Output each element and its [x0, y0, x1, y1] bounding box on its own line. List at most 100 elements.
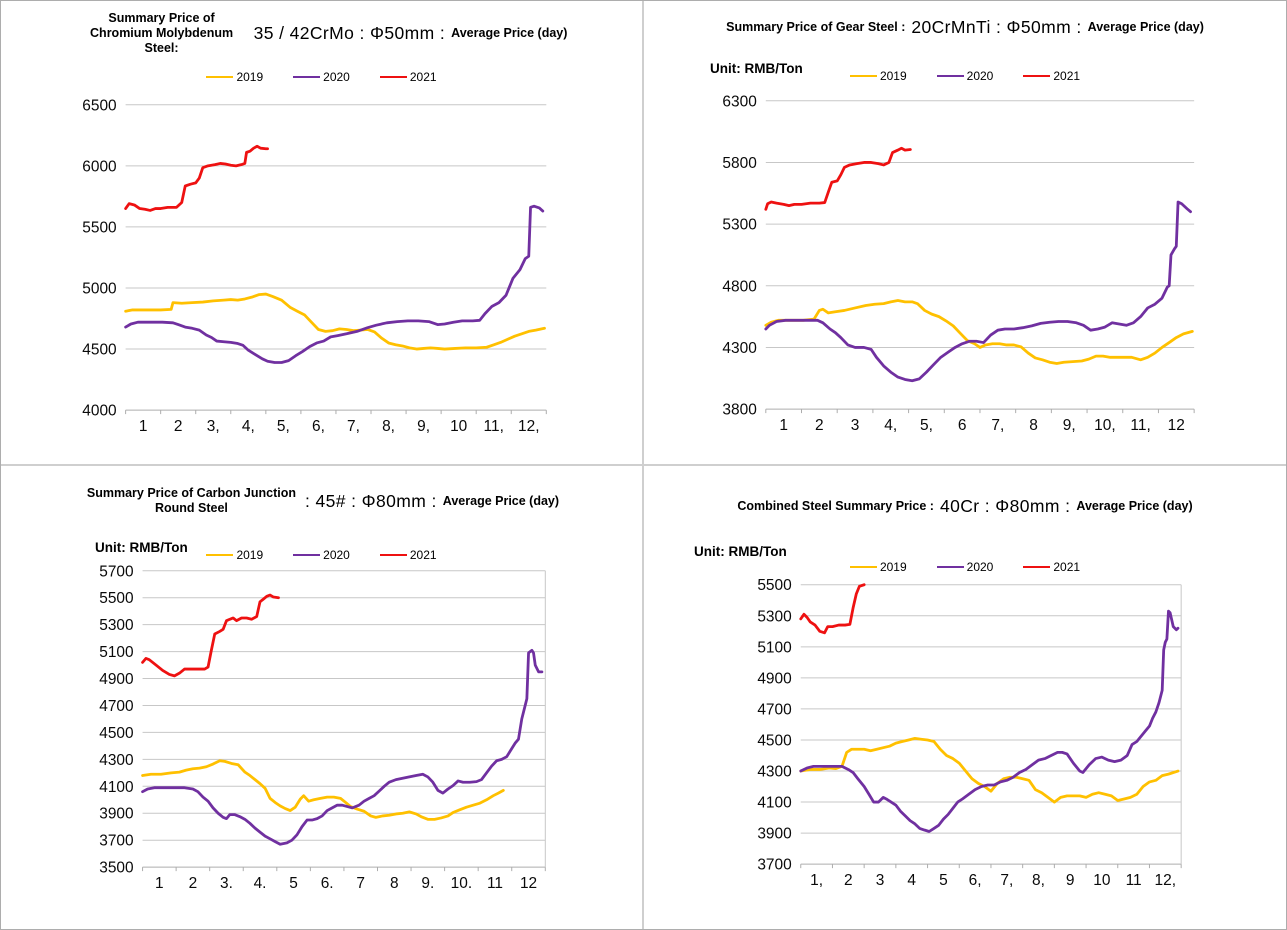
svg-text:1: 1: [139, 418, 148, 435]
svg-text:4.: 4.: [254, 875, 267, 892]
svg-text:3700: 3700: [757, 857, 791, 874]
svg-text:11,: 11,: [1130, 417, 1150, 434]
legend-item-2020: 2020: [936, 560, 993, 574]
legend-item-2021: 2021: [379, 70, 437, 84]
svg-text:4000: 4000: [82, 403, 116, 420]
svg-text:8: 8: [1029, 417, 1038, 434]
svg-text:5100: 5100: [757, 639, 791, 656]
chart-title-suffix: Average Price (day): [1076, 499, 1193, 513]
svg-text:7,: 7,: [347, 418, 360, 435]
chart-legend: 2019 2020 2021: [644, 560, 1286, 574]
legend-item-2020: 2020: [293, 548, 350, 562]
svg-text:4300: 4300: [757, 763, 791, 780]
chart-title-prefix: Combined Steel Summary Price :: [737, 499, 934, 513]
legend-item-2021: 2021: [1023, 560, 1080, 574]
svg-text:3: 3: [851, 417, 860, 434]
legend-swatch-2021: [379, 554, 407, 556]
legend-swatch-2020: [293, 554, 321, 556]
svg-text:2: 2: [815, 417, 824, 434]
svg-text:3.: 3.: [220, 875, 233, 892]
svg-text:5500: 5500: [82, 219, 116, 236]
chart-title-spec: 20CrMnTi : Φ50mm :: [911, 17, 1082, 37]
chart-title: Summary Price of Chromium Molybdenum Ste…: [1, 11, 642, 56]
svg-text:3700: 3700: [99, 833, 133, 850]
svg-text:6.: 6.: [321, 875, 334, 892]
chart-title-prefix: Summary Price of Gear Steel :: [726, 20, 906, 34]
legend-swatch-2019: [849, 75, 877, 77]
chart-title: Summary Price of Gear Steel : 20CrMnTi :…: [644, 17, 1286, 38]
svg-text:3: 3: [876, 872, 885, 889]
chart-legend: 2019 2020 2021: [1, 70, 642, 84]
legend-item-2019: 2019: [849, 560, 907, 574]
svg-text:4,: 4,: [242, 418, 255, 435]
svg-text:2: 2: [189, 875, 198, 892]
svg-text:12: 12: [1168, 417, 1185, 434]
chart-title-suffix: Average Price (day): [442, 493, 560, 508]
chart-title-suffix: Average Price (day): [451, 26, 568, 40]
line-chart-chromium-molybdenum: 6500 6000 5500 5000 4500 4000 1 2 3, 4, 5, 6, 7, 8, 9,…: [82, 97, 547, 435]
unit-label: Unit: RMB/Ton: [710, 61, 803, 76]
svg-text:12,: 12,: [1155, 872, 1177, 889]
svg-text:4300: 4300: [722, 340, 756, 357]
svg-text:5,: 5,: [277, 418, 290, 435]
svg-text:10: 10: [450, 418, 467, 435]
panel-carbon-junction-round-steel: Summary Price of Carbon Junction Round S…: [1, 466, 642, 929]
svg-text:4: 4: [907, 872, 916, 889]
chart-title: Summary Price of Carbon Junction Round S…: [1, 486, 642, 516]
legend-swatch-2019: [206, 76, 234, 78]
unit-label: Unit: RMB/Ton: [694, 544, 787, 559]
svg-text:4900: 4900: [99, 671, 133, 688]
svg-text:4100: 4100: [99, 779, 133, 796]
svg-text:8: 8: [390, 875, 399, 892]
svg-text:4500: 4500: [82, 342, 116, 359]
line-chart-combined-steel: 5500 5300 5100 4900 4700 4500 4300 4100 3900 3700…: [757, 577, 1182, 889]
svg-text:5100: 5100: [99, 644, 133, 661]
svg-text:6500: 6500: [82, 97, 116, 114]
legend-swatch-2021: [379, 76, 407, 78]
svg-text:9.: 9.: [421, 875, 434, 892]
svg-text:6,: 6,: [969, 872, 982, 889]
svg-text:5700: 5700: [99, 563, 133, 580]
svg-text:1: 1: [155, 875, 164, 892]
svg-text:2: 2: [844, 872, 853, 889]
svg-text:4900: 4900: [757, 670, 791, 687]
svg-text:6,: 6,: [312, 418, 325, 435]
svg-text:6000: 6000: [82, 158, 116, 175]
chart-legend: 2019 2020 2021: [644, 69, 1286, 83]
chart-title-prefix: Summary Price of Carbon Junction Round S…: [86, 486, 296, 515]
svg-text:3900: 3900: [99, 806, 133, 823]
unit-label: Unit: RMB/Ton: [95, 540, 188, 555]
svg-text:5: 5: [289, 875, 298, 892]
legend-swatch-2019: [849, 566, 877, 568]
chart-title-suffix: Average Price (day): [1087, 20, 1204, 34]
svg-text:7,: 7,: [1000, 872, 1013, 889]
svg-text:8,: 8,: [1032, 872, 1045, 889]
legend-swatch-2019: [206, 554, 234, 556]
svg-text:10,: 10,: [1094, 417, 1116, 434]
svg-text:5800: 5800: [722, 155, 756, 172]
chart-title-spec: : 45# : Φ80mm :: [304, 490, 437, 511]
svg-text:6: 6: [958, 417, 967, 434]
svg-text:4100: 4100: [757, 795, 791, 812]
svg-text:5500: 5500: [757, 577, 791, 594]
svg-text:6300: 6300: [722, 93, 756, 110]
svg-text:4500: 4500: [757, 732, 791, 749]
legend-item-2019: 2019: [849, 69, 907, 83]
legend-swatch-2020: [293, 76, 321, 78]
chart-title-spec: 35 / 42CrMo : Φ50mm :: [253, 23, 446, 43]
legend-swatch-2020: [936, 75, 964, 77]
chart-title-prefix: Summary Price of Chromium Molybdenum Ste…: [90, 11, 234, 55]
svg-text:1,: 1,: [810, 872, 823, 889]
svg-text:4300: 4300: [99, 752, 133, 769]
svg-text:11,: 11,: [484, 418, 504, 435]
svg-text:10: 10: [1093, 872, 1110, 889]
svg-text:5000: 5000: [82, 280, 116, 297]
legend-item-2020: 2020: [293, 70, 350, 84]
line-chart-carbon-round-steel: 5700 5500 5300 5100 4900 4700 4500 4300 4100 3900…: [99, 563, 546, 892]
svg-text:9,: 9,: [417, 418, 430, 435]
panel-gear-steel: Summary Price of Gear Steel : 20CrMnTi :…: [644, 1, 1286, 464]
legend-swatch-2020: [936, 566, 964, 568]
legend-item-2021: 2021: [1023, 69, 1080, 83]
